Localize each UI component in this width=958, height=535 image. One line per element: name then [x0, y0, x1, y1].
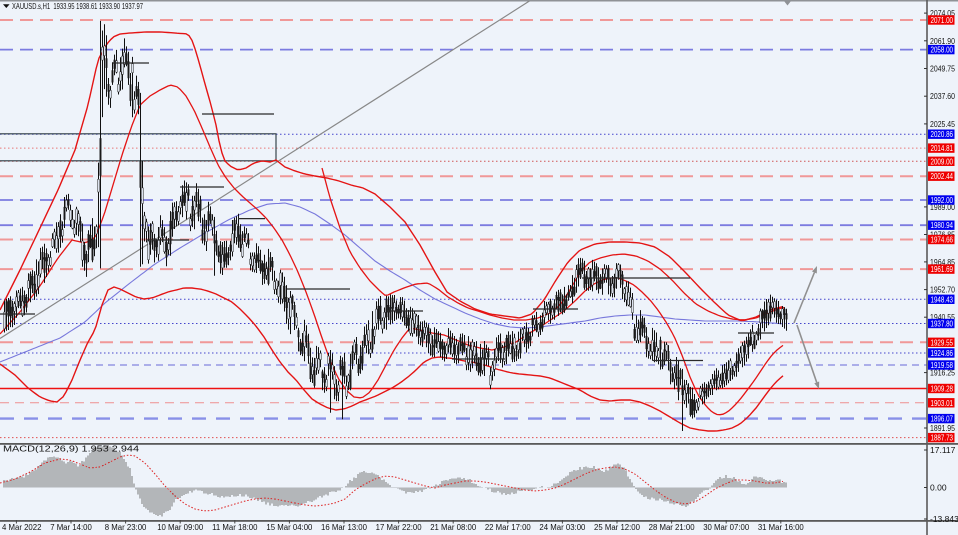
svg-text:17.117: 17.117 — [930, 445, 956, 455]
svg-text:2025.45: 2025.45 — [930, 119, 955, 129]
svg-text:4 Mar 2022: 4 Mar 2022 — [2, 523, 41, 532]
svg-text:XAUUSD.s,H1 1933.95 1938.61 1: XAUUSD.s,H1 1933.95 1938.61 1933.90 1937… — [12, 2, 143, 11]
svg-text:1992.00: 1992.00 — [931, 195, 954, 205]
svg-text:1940.55: 1940.55 — [930, 312, 955, 322]
svg-text:2058.00: 2058.00 — [931, 45, 954, 55]
svg-text:21 Mar 08:00: 21 Mar 08:00 — [430, 523, 477, 532]
svg-text:1924.86: 1924.86 — [931, 348, 954, 358]
svg-text:2009.00: 2009.00 — [931, 156, 954, 166]
svg-text:30 Mar 07:00: 30 Mar 07:00 — [703, 523, 750, 532]
svg-text:0.00: 0.00 — [930, 483, 947, 493]
svg-text:1887.73: 1887.73 — [931, 433, 954, 443]
svg-text:2020.86: 2020.86 — [931, 129, 954, 139]
svg-text:-13.843: -13.843 — [930, 514, 958, 524]
svg-text:2071.00: 2071.00 — [931, 15, 954, 25]
svg-text:2014.81: 2014.81 — [931, 143, 954, 153]
svg-text:31 Mar 16:00: 31 Mar 16:00 — [758, 523, 805, 532]
svg-text:1948.43: 1948.43 — [931, 294, 954, 304]
svg-text:2061.90: 2061.90 — [930, 36, 955, 46]
svg-text:1961.69: 1961.69 — [931, 264, 954, 274]
svg-text:8 Mar 23:00: 8 Mar 23:00 — [105, 523, 147, 532]
svg-text:24 Mar 03:00: 24 Mar 03:00 — [539, 523, 586, 532]
svg-text:1989.00: 1989.00 — [930, 202, 955, 212]
svg-text:2002.44: 2002.44 — [931, 171, 954, 181]
svg-text:7 Mar 14:00: 7 Mar 14:00 — [50, 523, 92, 532]
svg-text:1919.58: 1919.58 — [931, 360, 954, 370]
svg-text:25 Mar 12:00: 25 Mar 12:00 — [594, 523, 641, 532]
svg-text:1964.85: 1964.85 — [930, 257, 955, 267]
svg-text:1891.95: 1891.95 — [930, 423, 955, 433]
svg-text:1937.80: 1937.80 — [931, 319, 954, 329]
svg-text:2049.75: 2049.75 — [930, 64, 955, 74]
svg-text:MACD(12,26,9) 1.953 2.944: MACD(12,26,9) 1.953 2.944 — [3, 444, 139, 454]
svg-text:1952.70: 1952.70 — [930, 285, 955, 295]
svg-text:28 Mar 21:00: 28 Mar 21:00 — [649, 523, 696, 532]
svg-text:15 Mar 04:00: 15 Mar 04:00 — [266, 523, 313, 532]
svg-text:1916.25: 1916.25 — [930, 368, 955, 378]
svg-text:17 Mar 22:00: 17 Mar 22:00 — [376, 523, 423, 532]
svg-text:1929.55: 1929.55 — [931, 337, 954, 347]
svg-text:1903.01: 1903.01 — [931, 398, 954, 408]
svg-text:1980.94: 1980.94 — [931, 220, 954, 230]
svg-text:1976.85: 1976.85 — [930, 230, 955, 240]
svg-text:22 Mar 17:00: 22 Mar 17:00 — [485, 523, 532, 532]
svg-text:2074.05: 2074.05 — [930, 8, 955, 18]
svg-text:2037.60: 2037.60 — [930, 91, 955, 101]
svg-text:10 Mar 09:00: 10 Mar 09:00 — [157, 523, 204, 532]
svg-text:11 Mar 18:00: 11 Mar 18:00 — [212, 523, 258, 532]
svg-text:1974.66: 1974.66 — [931, 235, 954, 245]
svg-text:1909.28: 1909.28 — [931, 384, 954, 394]
svg-text:16 Mar 13:00: 16 Mar 13:00 — [321, 523, 368, 532]
svg-text:1896.07: 1896.07 — [931, 414, 954, 424]
